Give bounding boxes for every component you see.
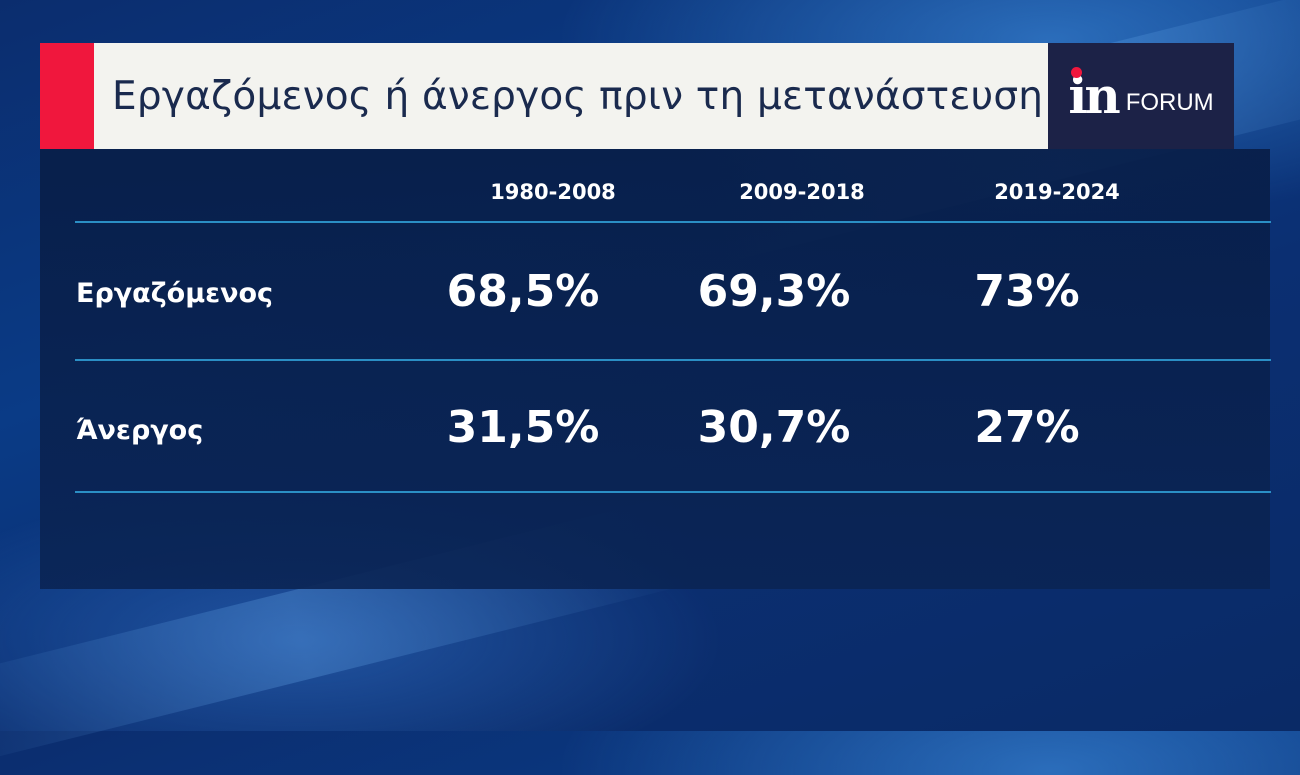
red-accent-tab	[40, 43, 94, 149]
logo-red-dot	[1071, 67, 1083, 78]
table-value: 30,7%	[697, 402, 851, 453]
table-value: 27%	[974, 402, 1080, 453]
table-value: 68,5%	[446, 266, 600, 317]
table-divider	[75, 491, 1271, 493]
page-title: Εργαζόμενος ή άνεργος πριν τη μετανάστευ…	[112, 73, 1044, 119]
title-bar: Εργαζόμενος ή άνεργος πριν τη μετανάστευ…	[40, 43, 1234, 149]
row-label: Εργαζόμενος	[76, 278, 274, 309]
table-value: 73%	[974, 266, 1080, 317]
logo-forum-text: FORUM	[1125, 89, 1214, 116]
column-header: 1980-2008	[490, 180, 616, 204]
data-table-panel: 1980-2008 2009-2018 2019-2024 Εργαζόμενο…	[40, 149, 1271, 589]
table-divider	[75, 221, 1271, 223]
in-forum-logo: in FORUM	[1048, 43, 1234, 149]
table-divider	[75, 359, 1271, 361]
row-label: Άνεργος	[76, 415, 204, 446]
table-value: 31,5%	[446, 402, 600, 453]
table-value: 69,3%	[697, 266, 851, 317]
logo-in-text: in	[1068, 66, 1121, 125]
column-header: 2019-2024	[994, 180, 1120, 204]
column-header: 2009-2018	[739, 180, 865, 204]
